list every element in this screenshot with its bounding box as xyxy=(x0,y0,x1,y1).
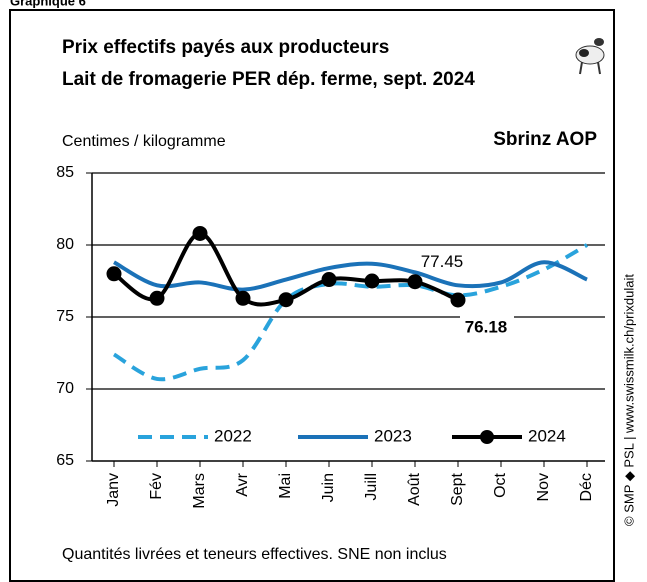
legend-marker xyxy=(480,430,494,444)
x-tick-label: Mars xyxy=(191,473,208,509)
y-tick-label: 85 xyxy=(56,164,74,181)
legend-label: 2024 xyxy=(528,426,566,445)
x-tick-label: Sept xyxy=(449,472,466,505)
point xyxy=(321,272,337,288)
x-tick-label: Janv xyxy=(105,473,122,507)
y-tick-label: 75 xyxy=(56,308,74,325)
chart-title: Prix effectifs payés aux producteurs xyxy=(62,37,389,58)
x-tick-label: Fév xyxy=(148,473,165,500)
label-box xyxy=(460,315,514,340)
series-line xyxy=(112,243,588,382)
x-tick-label: Août xyxy=(406,472,423,505)
figure-label: Graphique 6 xyxy=(10,0,86,8)
point xyxy=(235,290,251,306)
y-axis-label: Centimes / kilogramme xyxy=(62,133,226,150)
data-label: 76.18 xyxy=(465,317,508,336)
cow-icon xyxy=(575,38,605,75)
chart-subtitle: Lait de fromagerie PER dép. ferme, sept.… xyxy=(62,69,475,90)
point xyxy=(106,266,122,282)
x-tick-label: Nov xyxy=(535,473,552,501)
product-label: Sbrinz AOP xyxy=(493,129,597,150)
y-tick-label: 80 xyxy=(56,236,74,253)
point xyxy=(407,274,423,290)
data-label: 77.45 xyxy=(421,252,464,271)
point xyxy=(278,292,294,308)
point xyxy=(149,290,165,306)
y-tick-label: 65 xyxy=(56,452,74,469)
point xyxy=(192,225,208,241)
frame xyxy=(9,9,615,582)
x-tick-label: Juin xyxy=(320,473,337,502)
footnote: Quantités livrées et teneurs effectives.… xyxy=(62,546,447,563)
x-tick-label: Avr xyxy=(234,472,251,496)
y-tick-label: 70 xyxy=(56,380,74,397)
legend-label: 2023 xyxy=(374,426,412,445)
point xyxy=(364,273,380,289)
legend-label: 2022 xyxy=(214,426,252,445)
series-line xyxy=(113,260,588,292)
x-tick-label: Juill xyxy=(363,473,380,501)
x-tick-label: Mai xyxy=(277,473,294,499)
x-tick-label: Oct xyxy=(492,472,509,497)
source: © SMP ◆ PSL | www.swissmilk.ch/prixdulai… xyxy=(621,274,636,526)
point xyxy=(450,292,466,308)
x-tick-label: Déc xyxy=(578,473,595,501)
